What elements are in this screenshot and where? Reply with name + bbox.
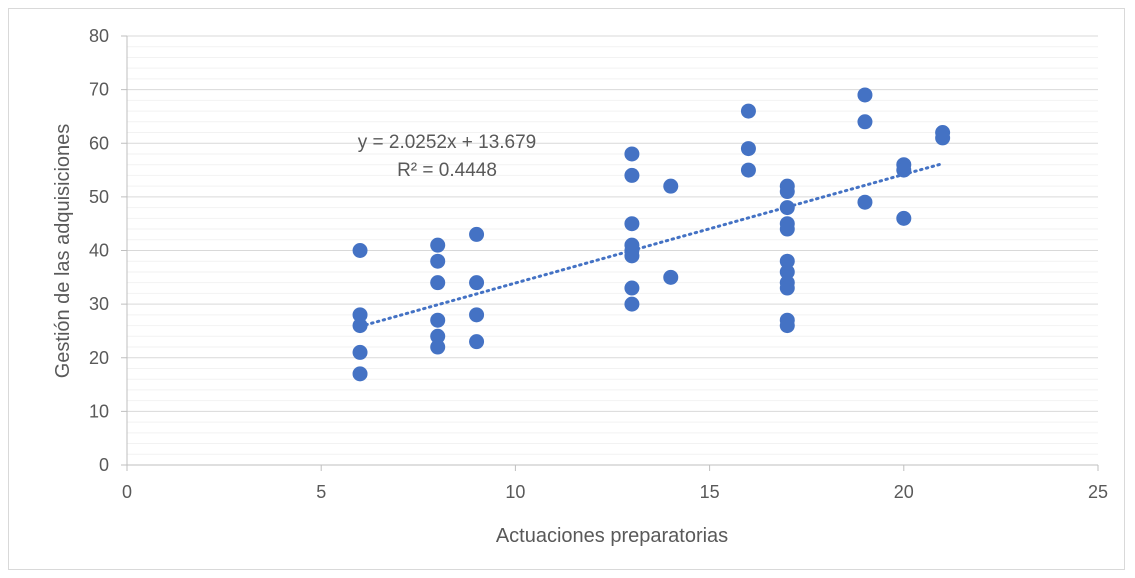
data-point [624, 167, 640, 183]
data-point [469, 334, 485, 350]
x-tick-labels: 0 5 10 15 20 25 [122, 482, 1108, 502]
x-tick-label: 25 [1088, 482, 1108, 502]
data-point [779, 184, 795, 200]
trendline [358, 162, 945, 328]
data-point [779, 253, 795, 269]
data-point [624, 146, 640, 162]
y-tick-label: 20 [89, 348, 109, 368]
data-point [430, 275, 446, 291]
data-point [352, 307, 368, 323]
minor-gridlines [127, 46, 1098, 455]
data-point [740, 103, 756, 119]
data-point [352, 318, 368, 334]
x-tick-label: 10 [505, 482, 525, 502]
data-point [663, 269, 679, 285]
data-point [624, 280, 640, 296]
x-tick-label: 20 [894, 482, 914, 502]
x-tick-label: 15 [700, 482, 720, 502]
y-tick-label: 60 [89, 133, 109, 153]
y-tick-label: 80 [89, 26, 109, 46]
data-point [740, 141, 756, 157]
y-tick-label: 0 [99, 455, 109, 475]
data-point [857, 114, 873, 130]
data-point [352, 366, 368, 382]
data-point [779, 221, 795, 237]
data-point [430, 237, 446, 253]
x-tick-label: 0 [122, 482, 132, 502]
data-point [935, 130, 951, 146]
y-tick-label: 10 [89, 401, 109, 421]
data-point [779, 264, 795, 280]
data-point [352, 344, 368, 360]
y-axis-title: Gestión de las adquisiciones [52, 124, 74, 379]
data-point [740, 162, 756, 178]
y-tick-labels: 0 10 20 30 40 50 60 70 80 [89, 26, 109, 475]
major-gridlines [127, 35, 1098, 412]
x-axis-title: Actuaciones preparatorias [496, 525, 728, 547]
chart-frame [8, 8, 1125, 570]
y-tick-label: 30 [89, 294, 109, 314]
data-point [779, 280, 795, 296]
x-tick-label: 5 [316, 482, 326, 502]
data-point [430, 328, 446, 344]
data-point [663, 178, 679, 194]
data-point [469, 275, 485, 291]
data-point [469, 307, 485, 323]
y-tick-label: 40 [89, 241, 109, 261]
data-point [896, 162, 912, 178]
y-tick-label: 70 [89, 80, 109, 100]
data-point [469, 226, 485, 242]
trendline-group [358, 162, 945, 328]
data-points [352, 87, 951, 382]
data-point [779, 200, 795, 216]
y-tick-label: 50 [89, 187, 109, 207]
data-point [857, 194, 873, 210]
data-point [624, 248, 640, 264]
data-point [857, 87, 873, 103]
data-point [430, 253, 446, 269]
data-point [352, 243, 368, 258]
data-point [896, 210, 912, 226]
r-squared-label: R² = 0.4448 [397, 160, 497, 181]
data-point [430, 312, 446, 328]
data-point [624, 296, 640, 312]
axes [121, 35, 1099, 471]
data-point [779, 318, 795, 334]
trendline-equation: y = 2.0252x + 13.679 [358, 132, 537, 153]
data-point [430, 339, 446, 355]
data-point [624, 216, 640, 232]
